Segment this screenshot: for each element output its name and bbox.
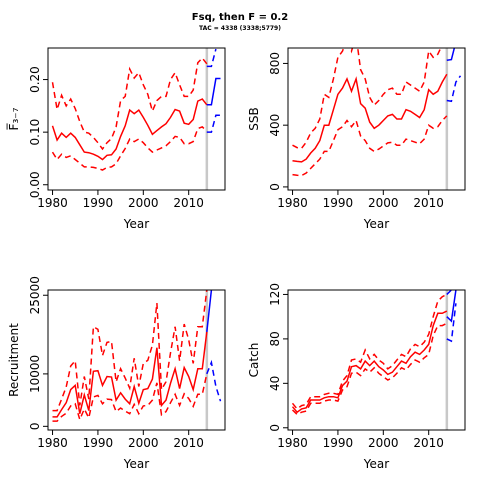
historic-median-series-line bbox=[291, 310, 448, 414]
historic-median-series-line bbox=[292, 73, 448, 163]
historic-upper-series-line bbox=[51, 56, 208, 151]
historic-median-series-line bbox=[51, 98, 208, 161]
y-tick-label: 800 bbox=[268, 52, 282, 75]
y-tick-label: 0 bbox=[268, 424, 282, 432]
x-tick-label: 2010 bbox=[173, 436, 204, 450]
x-tick-label: 2010 bbox=[413, 196, 444, 210]
historic-upper-series-line bbox=[292, 48, 442, 150]
historic-upper-series-line bbox=[291, 293, 448, 410]
x-tick-label: 1980 bbox=[37, 196, 68, 210]
historic-lower-series-line bbox=[52, 373, 208, 422]
y-tick-label: 0.00 bbox=[28, 171, 42, 198]
historic-lower-series-line bbox=[291, 322, 448, 416]
x-tick-label: 1980 bbox=[277, 196, 308, 210]
series-group bbox=[291, 290, 457, 430]
x-tick-label: 1980 bbox=[277, 436, 308, 450]
plot-frame bbox=[47, 289, 226, 431]
plot-frame bbox=[47, 47, 226, 191]
x-axis-label: Year bbox=[363, 217, 389, 231]
chart-panels: 1980 1990 2000 20100.000.100.20YearF̅₃₋₇198… bbox=[6, 17, 466, 471]
y-tick-label: 80 bbox=[268, 331, 282, 346]
x-axis-label: Year bbox=[123, 217, 149, 231]
x-tick-label: 2010 bbox=[413, 436, 444, 450]
historic-upper-series-line bbox=[52, 290, 208, 412]
x-tick-label: 2000 bbox=[368, 436, 399, 450]
x-tick-label: 2000 bbox=[128, 436, 159, 450]
projection-median-series-line bbox=[446, 48, 456, 62]
projection-median-series-line bbox=[206, 77, 221, 106]
x-axis-label: Year bbox=[363, 457, 389, 471]
y-tick-label: 0.20 bbox=[28, 66, 42, 93]
x-tick-label: 2000 bbox=[368, 196, 399, 210]
series-group bbox=[51, 48, 221, 190]
y-tick-label: 400 bbox=[268, 114, 282, 137]
figure-title: Fsq, then F = 0.2 bbox=[192, 12, 288, 23]
y-tick-label: 10000 bbox=[28, 355, 42, 393]
projection-median-series-line bbox=[446, 290, 457, 323]
y-axis-label: Catch bbox=[247, 343, 261, 378]
projection-median-series-line bbox=[206, 290, 213, 332]
series-group bbox=[292, 17, 462, 190]
projection-lower-series-line bbox=[446, 75, 462, 103]
projection-upper-series-line bbox=[447, 17, 456, 32]
y-tick-label: 40 bbox=[268, 376, 282, 391]
historic-lower-series-line bbox=[292, 115, 448, 177]
y-tick-label: 0.10 bbox=[28, 119, 42, 146]
y-axis-label: F̅₃₋₇ bbox=[6, 107, 21, 130]
y-axis-label: SSB bbox=[247, 107, 261, 130]
y-axis-label: Recruitment bbox=[7, 323, 21, 397]
projection-upper-series-line bbox=[206, 48, 217, 68]
ssb-panel: 1980 1990 2000 2010 0 400 800 Year SSB bbox=[247, 17, 466, 231]
plot-frame bbox=[287, 47, 466, 191]
historic-lower-series-line bbox=[51, 126, 208, 171]
figure-subtitle: TAC = 4338 (3338;5779) bbox=[199, 25, 281, 32]
y-tick-label: 0 bbox=[28, 423, 42, 431]
y-tick-label: 0 bbox=[268, 183, 282, 191]
projection-upper-series-line bbox=[446, 290, 456, 295]
projection-interval-series-line bbox=[206, 359, 222, 402]
x-axis-label: Year bbox=[123, 457, 149, 471]
y-tick-label: 25000 bbox=[28, 276, 42, 314]
x-tick-label: 1990 bbox=[83, 436, 114, 450]
projection-lower-series-line bbox=[446, 303, 457, 343]
f-panel: 1980 1990 2000 2010 0.00 0.10 0.20 Year F̅₃₋₇ bbox=[6, 47, 226, 231]
x-tick-label: 2010 bbox=[173, 196, 204, 210]
recruitment-panel: 1980 1990 2000 2010 0 10000 25000 Year Recruitme… bbox=[7, 276, 226, 471]
historic-median-series-line bbox=[52, 331, 208, 418]
plot-frame bbox=[287, 289, 466, 431]
series-group bbox=[52, 290, 222, 430]
x-tick-label: 1980 bbox=[37, 436, 68, 450]
x-tick-label: 1990 bbox=[323, 436, 354, 450]
x-tick-label: 1990 bbox=[323, 196, 354, 210]
x-tick-label: 2000 bbox=[128, 196, 159, 210]
x-tick-label: 1990 bbox=[83, 196, 114, 210]
y-tick-label: 120 bbox=[268, 283, 282, 306]
projection-lower-series-line bbox=[206, 114, 221, 133]
catch-panel: 1980 1990 2000 2010 0 40 80 120 Year Catch bbox=[247, 283, 466, 471]
